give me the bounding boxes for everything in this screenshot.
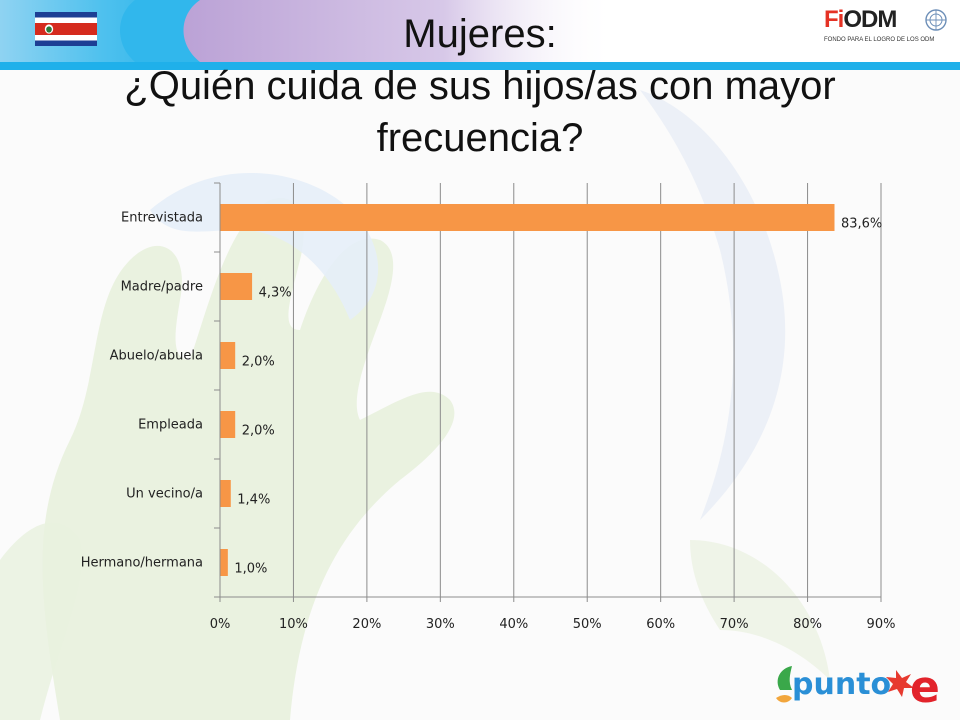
title-line-3: frecuencia? [376,116,584,160]
bar [220,273,253,300]
x-tick-label: 60% [646,617,675,632]
x-tick-label: 90% [867,617,896,632]
punto-e-logo: punto e [776,662,940,712]
x-tick-label: 40% [499,617,528,632]
bar [220,411,236,438]
chart-gridlines [292,183,882,597]
data-label: 4,3% [259,286,292,301]
chart-labels: 0% 10% 20% 30% 40% 50% 60% 70% 80% 90% Entrevistad… [81,211,896,633]
data-label: 2,0% [242,424,275,439]
punto-e-logo-letter: e [910,662,940,712]
data-label: 2,0% [242,355,275,370]
header-accent-line [0,62,960,70]
fodm-logo: FiODM [824,6,897,34]
slide-title: Mujeres: ¿Quién cuida de sus hijos/as co… [0,8,960,164]
fodm-logo-f: F [824,6,839,33]
data-label: 1,0% [234,562,267,577]
x-tick-label: 70% [720,617,749,632]
x-tick-label: 10% [279,617,308,632]
category-label: Entrevistada [121,211,203,226]
x-tick-label: 50% [573,617,602,632]
category-label: Abuelo/abuela [110,349,203,364]
x-tick-label: 30% [426,617,455,632]
punto-e-logo-word: punto [792,667,891,702]
data-label: 1,4% [237,493,270,508]
bar [220,549,228,576]
un-emblem-icon [925,9,947,31]
bar [220,480,231,507]
title-line-2: ¿Quién cuida de sus hijos/as con mayor [124,64,836,108]
category-label: Empleada [138,418,203,433]
chart-axes [214,182,882,602]
fodm-logo-letters: ODM [843,6,897,33]
bar [220,204,835,231]
x-tick-label: 0% [210,617,231,632]
fodm-logo-subtitle: FONDO PARA EL LOGRO DE LOS ODM [824,37,935,43]
chart-bars [220,204,835,576]
x-tick-label: 80% [793,617,822,632]
x-tick-label: 20% [352,617,381,632]
category-label: Hermano/hermana [81,556,203,571]
bar [220,342,236,369]
costa-rica-flag-icon [35,12,97,46]
category-label: Un vecino/a [126,487,203,502]
fodm-logo-dot: i [837,6,845,33]
data-label: 83,6% [841,217,882,232]
title-line-1: Mujeres: [403,12,557,56]
category-label: Madre/padre [121,280,203,295]
